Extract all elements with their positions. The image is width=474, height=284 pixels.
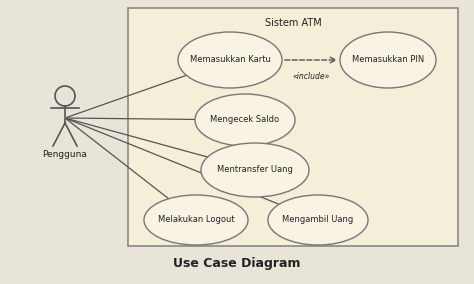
Text: Melakukan Logout: Melakukan Logout xyxy=(158,216,234,224)
Text: Memasukkan Kartu: Memasukkan Kartu xyxy=(190,55,271,64)
Ellipse shape xyxy=(340,32,436,88)
Text: Mengecek Saldo: Mengecek Saldo xyxy=(210,116,280,124)
Bar xyxy=(128,8,458,246)
Text: Mengambil Uang: Mengambil Uang xyxy=(283,216,354,224)
Text: Mentransfer Uang: Mentransfer Uang xyxy=(217,166,293,174)
Text: «include»: «include» xyxy=(292,72,330,81)
Ellipse shape xyxy=(201,143,309,197)
Ellipse shape xyxy=(195,94,295,146)
Ellipse shape xyxy=(268,195,368,245)
Ellipse shape xyxy=(178,32,282,88)
Text: Sistem ATM: Sistem ATM xyxy=(264,18,321,28)
Text: Memasukkan PIN: Memasukkan PIN xyxy=(352,55,424,64)
Text: Pengguna: Pengguna xyxy=(43,150,87,159)
Ellipse shape xyxy=(144,195,248,245)
Text: Use Case Diagram: Use Case Diagram xyxy=(173,258,301,270)
